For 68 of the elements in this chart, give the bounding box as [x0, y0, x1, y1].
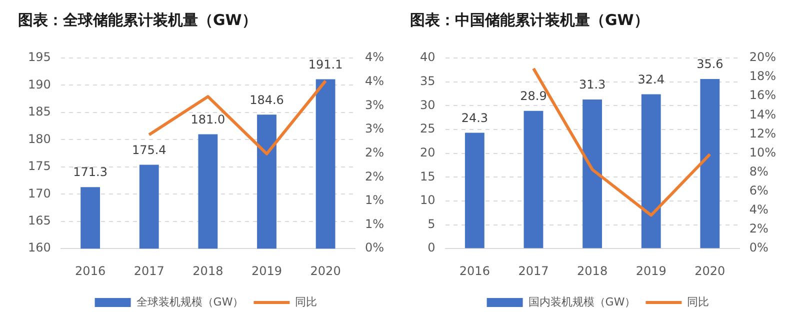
y-tick-label: 190	[28, 77, 51, 92]
legend-label: 同比	[687, 295, 710, 308]
x-tick-label: 2017	[134, 264, 164, 278]
y-tick-label: 180	[28, 132, 51, 146]
y2-tick-label: 4%	[364, 50, 384, 64]
chart-title: 图表：中国储能累计装机量（GW）	[410, 10, 649, 29]
y-tick-label: 20	[420, 145, 436, 160]
y-tick-label: 170	[28, 186, 51, 200]
x-tick-label: 2019	[636, 264, 666, 278]
y-tick-label: 15	[420, 169, 436, 184]
y2-tick-label: 2%	[364, 169, 384, 184]
x-tick-label: 2017	[518, 264, 549, 278]
y-tick-label: 5	[428, 216, 436, 231]
x-tick-label: 2020	[310, 264, 341, 278]
legend-label: 同比	[295, 295, 318, 308]
y-tick-label: 175	[28, 159, 51, 174]
x-tick-label: 2016	[459, 264, 490, 278]
y-tick-label: 195	[28, 50, 51, 64]
y2-tick-label: 6%	[749, 184, 768, 198]
x-tick-label: 2016	[75, 264, 106, 278]
bar	[582, 99, 602, 248]
y2-tick-label: 1%	[364, 216, 384, 231]
data-label: 171.3	[73, 165, 108, 180]
y-tick-label: 25	[420, 122, 436, 136]
y2-tick-label: 8%	[749, 164, 768, 178]
y2-tick-label: 14%	[749, 107, 776, 122]
data-label: 28.9	[520, 89, 547, 104]
y-tick-label: 30	[420, 98, 436, 112]
y-tick-label: 10	[420, 193, 436, 208]
y-tick-label: 0	[428, 240, 436, 255]
y2-tick-label: 2%	[364, 145, 384, 160]
data-label: 181.0	[190, 112, 226, 126]
x-tick-label: 2019	[251, 264, 282, 278]
y-tick-label: 160	[28, 240, 51, 255]
x-tick-label: 2018	[577, 264, 608, 278]
y2-tick-label: 1%	[364, 193, 384, 208]
y2-tick-label: 18%	[749, 69, 776, 84]
data-label: 32.4	[638, 72, 664, 86]
y2-tick-label: 0%	[749, 240, 768, 255]
y-tick-label: 35	[420, 74, 436, 88]
y2-tick-label: 3%	[364, 98, 384, 112]
y2-tick-label: 4%	[364, 74, 384, 88]
x-tick-label: 2020	[694, 264, 726, 278]
data-label: 35.6	[696, 57, 724, 72]
x-tick-label: 2018	[192, 264, 224, 278]
y-tick-label: 185	[28, 104, 51, 119]
y2-tick-label: 16%	[749, 88, 776, 102]
y2-tick-label: 0%	[364, 240, 384, 255]
data-label: 184.6	[250, 92, 284, 107]
legend-label: 国内装机规模（GW）	[528, 295, 636, 308]
data-label: 175.4	[132, 142, 166, 157]
chart-title: 图表：全球储能累计装机量（GW）	[18, 10, 257, 29]
y2-tick-label: 12%	[749, 126, 776, 140]
bar	[641, 94, 661, 248]
bar	[700, 78, 720, 248]
y2-tick-label: 3%	[364, 122, 384, 136]
y-tick-label: 40	[420, 50, 436, 64]
data-label: 31.3	[578, 78, 606, 92]
data-label: 24.3	[461, 110, 488, 125]
data-label: 191.1	[308, 57, 343, 72]
y2-tick-label: 4%	[749, 202, 768, 217]
bar	[524, 110, 544, 248]
legend-label: 全球装机规模（GW）	[136, 295, 244, 308]
y2-tick-label: 2%	[749, 222, 768, 236]
bar	[464, 132, 484, 248]
y-tick-label: 165	[28, 213, 51, 228]
y2-tick-label: 20%	[749, 50, 776, 64]
y2-tick-label: 10%	[749, 145, 776, 160]
